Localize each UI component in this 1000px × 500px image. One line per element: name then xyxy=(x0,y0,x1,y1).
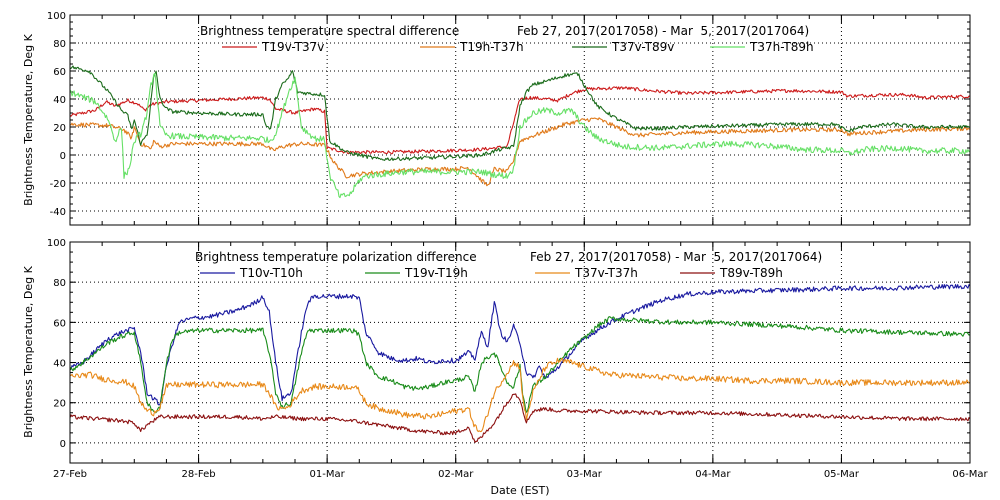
date-range: Feb 27, 2017(2017058) - Mar 5, 2017(2017… xyxy=(530,250,822,264)
x-tick-label: 27-Feb xyxy=(53,469,87,480)
y-axis-label: Brightness Temperature, Deg K xyxy=(22,265,35,437)
axis-ticks xyxy=(69,14,971,226)
x-tick-label: 01-Mar xyxy=(310,469,346,480)
series-line-t89v-t89h xyxy=(69,393,971,443)
spectral-difference-panel: -40 -20 0 20 40 60 80 100 Brightness Temperatur… xyxy=(22,11,971,226)
y-tick-label: 80 xyxy=(53,278,66,289)
legend-label: T37h-T89h xyxy=(749,40,814,54)
y-axis-label: Brightness Temperature, Deg K xyxy=(22,33,35,205)
legend-label: T19v-T37v xyxy=(261,40,324,54)
series-lines xyxy=(69,284,971,443)
date-range: Feb 27, 2017(2017058) - Mar 5, 2017(2017… xyxy=(517,24,809,38)
series-line-t37v-t37h xyxy=(69,357,971,433)
legend: T10v-T10h T19v-T19h T37v-T37h T89v-T89h xyxy=(200,266,783,280)
y-tick-label: 100 xyxy=(47,11,66,22)
plot-frame xyxy=(69,241,971,464)
y-tick-label: 60 xyxy=(53,67,66,78)
y-tick-labels: 0 20 40 60 80 100 xyxy=(47,238,66,450)
plot-frame xyxy=(69,14,971,226)
y-tick-label: 20 xyxy=(53,123,66,134)
series-lines xyxy=(69,65,971,199)
chart-title: Brightness temperature polarization diff… xyxy=(195,250,477,264)
y-tick-label: 20 xyxy=(53,399,66,410)
y-tick-label: 60 xyxy=(53,318,66,329)
series-line-t37v-t89v xyxy=(69,65,971,161)
y-tick-label: 80 xyxy=(53,39,66,50)
legend-label: T19v-T19h xyxy=(404,266,468,280)
legend-label: T37v-T37h xyxy=(574,266,638,280)
y-tick-label: 40 xyxy=(53,95,66,106)
series-line-t10v-t10h xyxy=(69,284,971,406)
legend: T19v-T37v T19h-T37h T37v-T89v T37h-T89h xyxy=(222,40,814,54)
x-tick-label: 03-Mar xyxy=(567,469,603,480)
legend-label: T19h-T37h xyxy=(459,40,524,54)
grid-lines xyxy=(70,242,970,463)
series-line-t19v-t37v xyxy=(69,86,971,155)
x-tick-label: 05-Mar xyxy=(824,469,860,480)
legend-label: T37v-T89v xyxy=(611,40,674,54)
x-tick-labels: 27-Feb 28-Feb 01-Mar 02-Mar 03-Mar 04-Mar 05-M… xyxy=(53,469,989,480)
x-tick-label: 04-Mar xyxy=(695,469,731,480)
series-line-t37h-t89h xyxy=(69,72,971,199)
y-tick-label: 40 xyxy=(53,359,66,370)
x-axis-label: Date (EST) xyxy=(490,484,549,497)
y-tick-label: 100 xyxy=(47,238,66,249)
legend-label: T10v-T10h xyxy=(239,266,303,280)
x-tick-label: 28-Feb xyxy=(182,469,216,480)
y-tick-label: -20 xyxy=(50,179,66,190)
x-tick-label: 02-Mar xyxy=(438,469,474,480)
y-tick-label: 0 xyxy=(60,439,66,450)
chart-title: Brightness temperature spectral differen… xyxy=(200,24,459,38)
y-tick-label: -40 xyxy=(50,207,66,218)
y-tick-label: 0 xyxy=(60,151,66,162)
x-tick-label: 06-Mar xyxy=(952,469,988,480)
y-tick-labels: -40 -20 0 20 40 60 80 100 xyxy=(47,11,66,218)
series-line-t19h-t37h xyxy=(69,117,971,187)
legend-label: T89v-T89h xyxy=(719,266,783,280)
polarization-difference-panel: 0 20 40 60 80 100 Brightness Temperature, Deg… xyxy=(22,238,988,497)
